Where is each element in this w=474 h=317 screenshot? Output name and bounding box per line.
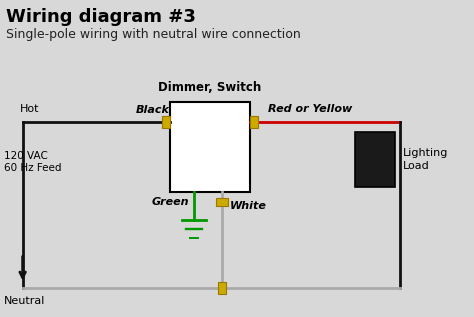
Text: Lighting
Load: Lighting Load xyxy=(402,148,448,171)
Text: Red or Yellow: Red or Yellow xyxy=(268,104,352,114)
Text: Neutral: Neutral xyxy=(4,296,45,307)
Text: Dimmer, Switch: Dimmer, Switch xyxy=(158,81,262,94)
Bar xyxy=(162,116,170,128)
Text: Green: Green xyxy=(152,197,189,207)
Text: 120 VAC
60 Hz Feed: 120 VAC 60 Hz Feed xyxy=(4,151,61,173)
Bar xyxy=(355,132,394,187)
Bar xyxy=(250,116,258,128)
Text: Black: Black xyxy=(135,105,169,115)
Text: Hot: Hot xyxy=(19,104,39,114)
Text: White: White xyxy=(230,201,267,211)
Text: Wiring diagram #3: Wiring diagram #3 xyxy=(6,8,196,26)
Text: Single-pole wiring with neutral wire connection: Single-pole wiring with neutral wire con… xyxy=(6,28,301,41)
Bar xyxy=(216,198,228,206)
Bar xyxy=(170,102,250,192)
Bar xyxy=(218,282,226,294)
